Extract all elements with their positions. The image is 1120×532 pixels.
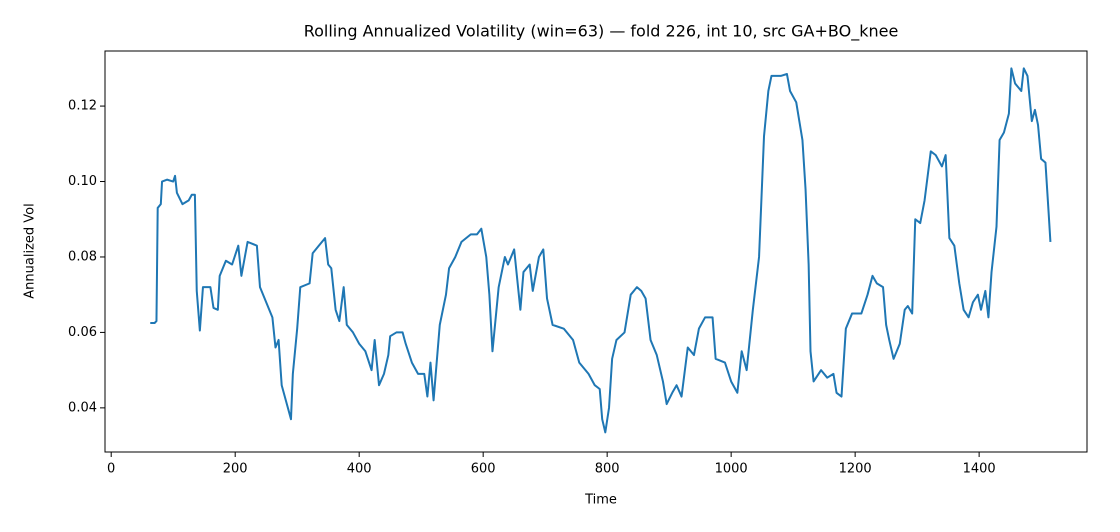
line-series <box>150 67 1052 434</box>
y-tick-label: 0.06 <box>68 325 97 340</box>
y-axis-label: Annualized Vol <box>23 203 38 298</box>
x-tick-label: 0 <box>107 462 115 477</box>
y-tick-label: 0.04 <box>68 400 97 415</box>
y-tick-label: 0.10 <box>68 174 97 189</box>
x-tick-label: 1000 <box>715 462 748 477</box>
y-tick-label: 0.08 <box>68 249 97 264</box>
plot-frame <box>104 50 1088 453</box>
x-tick-label: 400 <box>347 462 372 477</box>
x-tick-label: 1400 <box>963 462 996 477</box>
x-axis-label: Time <box>584 493 617 508</box>
x-tick-label: 1200 <box>839 462 872 477</box>
chart-title: Rolling Annualized Volatility (win=63) —… <box>304 22 899 42</box>
x-tick-label: 200 <box>223 462 248 477</box>
y-tick-label: 0.12 <box>68 99 97 114</box>
x-tick-label: 800 <box>595 462 620 477</box>
x-tick-label: 600 <box>471 462 496 477</box>
